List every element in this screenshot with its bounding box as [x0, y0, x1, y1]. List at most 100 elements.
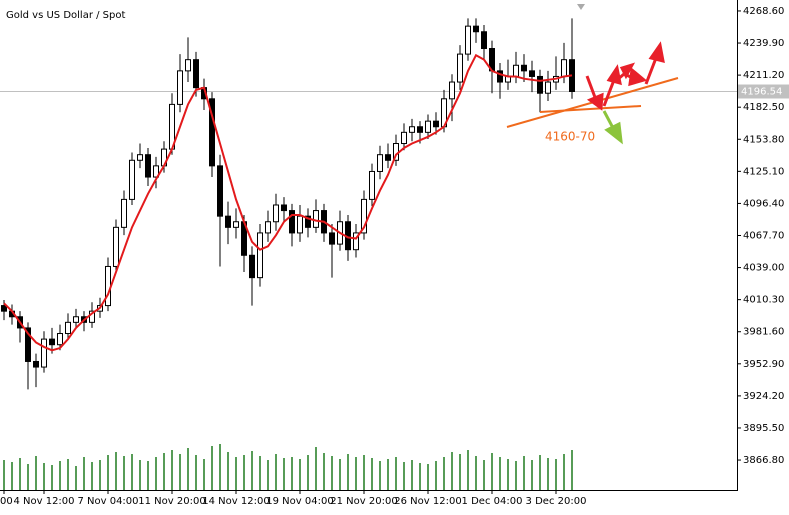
candle-body	[113, 226, 119, 267]
candle-body	[409, 126, 415, 133]
drawings	[506, 41, 679, 145]
candle-body	[217, 165, 223, 217]
chart-title: Gold vs US Dollar / Spot	[6, 10, 125, 21]
y-tick-label: 4211.20	[743, 70, 784, 81]
candle-body	[41, 338, 47, 368]
candle-body	[361, 198, 367, 234]
candle-body	[529, 70, 535, 77]
y-tick-label: 3981.60	[743, 327, 784, 338]
candle-body	[257, 232, 263, 279]
candle-body	[273, 204, 279, 223]
x-tick-label: 3 Dec 20:00	[526, 496, 587, 507]
candle-body	[65, 321, 71, 335]
candle-body	[305, 215, 311, 228]
candle-body	[33, 360, 39, 368]
candle-body	[537, 75, 543, 94]
arrow	[616, 72, 625, 82]
candle-body	[25, 327, 31, 362]
candle-body	[153, 165, 159, 178]
support-line	[539, 105, 642, 113]
y-tick-label: 3895.50	[743, 423, 784, 434]
candle-body	[417, 126, 423, 133]
candle-body	[121, 198, 127, 228]
candle-body	[449, 81, 455, 100]
candle-body	[209, 98, 215, 167]
candle-body	[465, 25, 471, 55]
y-tick-label: 4010.30	[743, 295, 784, 306]
candle-body	[297, 215, 303, 234]
candle-body	[193, 59, 199, 89]
candle-body	[497, 70, 503, 83]
candle-body	[329, 232, 335, 245]
candle-body	[377, 154, 383, 172]
candle-body	[401, 131, 407, 145]
candle-body	[521, 64, 527, 72]
candle-body	[225, 215, 231, 228]
shift-marker	[577, 4, 585, 10]
candle-body	[561, 59, 567, 77]
candle-body	[185, 59, 191, 72]
candle-body	[545, 81, 551, 94]
moving-average	[3, 53, 573, 352]
y-tick-label: 4096.40	[743, 198, 784, 209]
candle-body	[265, 221, 271, 234]
candle-body	[473, 25, 479, 33]
arrow	[585, 75, 598, 101]
candle-body	[249, 254, 255, 279]
candle-body	[57, 333, 63, 346]
y-tick-label: 3866.80	[743, 455, 784, 466]
candle-body	[129, 159, 135, 200]
candle-body	[177, 70, 183, 105]
green-arrow	[602, 110, 623, 145]
annotation: 4160-70	[545, 130, 595, 144]
y-tick-label: 4268.60	[743, 6, 784, 17]
x-tick-label: 19 Nov 04:00	[266, 496, 333, 507]
red-arrows	[585, 41, 665, 111]
candle-body	[513, 64, 519, 77]
arrow	[644, 57, 658, 85]
y-tick-label: 4153.80	[743, 134, 784, 145]
candle-body	[369, 170, 375, 200]
y-tick-label: 3952.90	[743, 359, 784, 370]
arrow-head	[628, 67, 648, 87]
x-tick-label: 7 Nov 04:00	[77, 496, 138, 507]
current-price-box	[738, 84, 789, 99]
candle-body	[105, 265, 111, 307]
y-tick-label: 4182.50	[743, 102, 784, 113]
x-tick-label: 00	[0, 496, 13, 507]
y-tick-label: 4067.70	[743, 230, 784, 241]
candle-body	[385, 154, 391, 161]
y-tick-label: 4039.00	[743, 263, 784, 274]
arrow-head	[648, 41, 665, 64]
candle-body	[425, 120, 431, 133]
arrow	[602, 79, 616, 107]
arrow-head	[586, 92, 604, 111]
candle-body	[313, 210, 319, 228]
x-tick-label: 26 Nov 12:00	[394, 496, 461, 507]
x-tick-label: 21 Nov 20:00	[330, 496, 397, 507]
candle-body	[433, 120, 439, 128]
candle-body	[353, 232, 359, 251]
candle-body	[73, 316, 79, 323]
y-tick-label: 4125.10	[743, 166, 784, 177]
arrow-head	[604, 121, 623, 145]
x-tick-label: 14 Nov 12:00	[202, 496, 269, 507]
candle-body	[233, 221, 239, 228]
x-tick-label: 4 Nov 12:00	[13, 496, 74, 507]
candle-body	[481, 31, 487, 50]
candle-body	[145, 154, 151, 178]
x-tick-label: 1 Dec 04:00	[462, 496, 523, 507]
arrow-head	[619, 62, 636, 80]
current-price-label: 4196.54	[741, 86, 782, 97]
candle-body	[457, 53, 463, 83]
y-tick-label: 4239.90	[743, 38, 784, 49]
arrow	[602, 110, 615, 129]
candle-body	[289, 210, 295, 234]
candle-body	[1, 305, 7, 312]
candle-body	[137, 154, 143, 161]
candle-body	[281, 204, 287, 212]
x-tick-label: 11 Nov 20:00	[138, 496, 205, 507]
y-tick-label: 3924.20	[743, 391, 784, 402]
